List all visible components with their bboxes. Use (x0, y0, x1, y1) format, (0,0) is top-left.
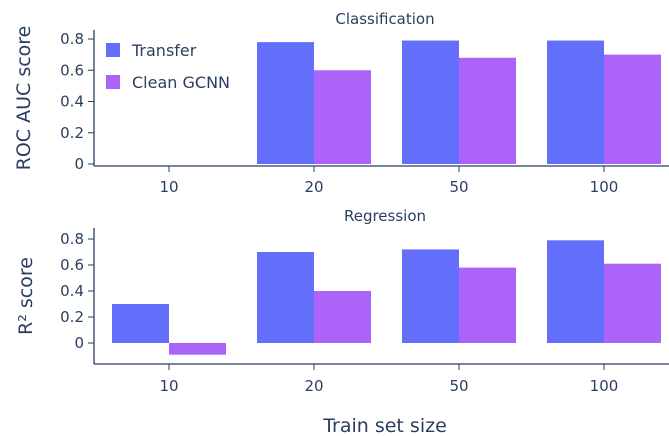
bar-clean-gcnn (459, 267, 516, 343)
y-tick-label: 0.4 (60, 282, 84, 300)
y-axis-title: ROC AUC score (13, 26, 35, 171)
bar-clean-gcnn (169, 343, 226, 355)
legend-swatch (106, 43, 120, 57)
y-tick-label: 0 (74, 155, 84, 173)
x-tick-label: 10 (159, 178, 178, 196)
y-tick-label: 0.6 (60, 256, 84, 274)
y-tick-label: 0.8 (60, 230, 84, 248)
y-tick-label: 0.6 (60, 61, 84, 79)
y-tick-label: 0 (74, 334, 84, 352)
x-tick-label: 20 (304, 178, 323, 196)
bar-transfer (112, 304, 169, 343)
x-tick-label: 50 (449, 178, 468, 196)
panel-title: Regression (344, 207, 426, 225)
bar-transfer (547, 40, 604, 164)
x-tick-label: 100 (590, 178, 619, 196)
chart-panel-classification: Classification 0.8 0.6 0.4 0.2 0 10 20 50 100 ROC … (13, 10, 669, 196)
bar-transfer (257, 42, 314, 164)
bar-clean-gcnn (459, 57, 516, 164)
chart-panel-regression: Regression 0.8 0.6 0.4 0.2 0 10 20 50 100 R² score… (15, 207, 669, 436)
bar-clean-gcnn (604, 263, 661, 343)
bar-transfer (402, 40, 459, 164)
legend-swatch (106, 75, 120, 89)
panel-title: Classification (335, 10, 434, 28)
legend-label: Clean GCNN (132, 73, 230, 92)
bar-clean-gcnn (604, 54, 661, 164)
y-tick-label: 0.4 (60, 93, 84, 111)
x-tick-label: 10 (159, 377, 178, 395)
bar-transfer (547, 240, 604, 343)
bar-clean-gcnn (314, 70, 371, 164)
x-tick-label: 100 (590, 377, 619, 395)
legend-label: Transfer (131, 41, 197, 60)
y-tick-label: 0.2 (60, 308, 84, 326)
legend: Transfer Clean GCNN (106, 41, 230, 92)
y-tick-label: 0.2 (60, 124, 84, 142)
x-tick-label: 50 (449, 377, 468, 395)
bar-transfer (402, 249, 459, 343)
bar-transfer (257, 252, 314, 343)
y-axis-title: R² score (15, 257, 37, 335)
x-axis-title: Train set size (322, 415, 447, 436)
x-tick-label: 20 (304, 377, 323, 395)
y-tick-label: 0.8 (60, 30, 84, 48)
bar-clean-gcnn (314, 291, 371, 343)
